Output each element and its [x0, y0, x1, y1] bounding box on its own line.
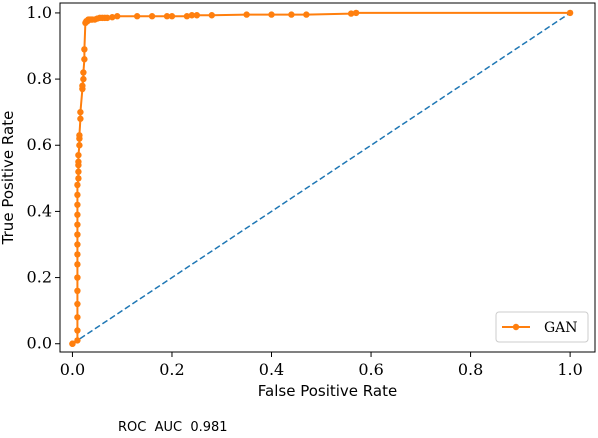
y-tick-label: 0.2 [27, 268, 52, 287]
data-point [76, 142, 83, 149]
data-point [74, 211, 81, 218]
data-point [79, 82, 86, 89]
data-point [347, 10, 355, 17]
data-point [188, 12, 196, 19]
data-point [74, 314, 81, 321]
y-tick-label: 1.0 [27, 3, 52, 22]
legend-marker-gan [512, 323, 520, 331]
y-tick-label: 0.4 [27, 201, 52, 220]
data-point [74, 231, 81, 238]
data-point [74, 327, 81, 334]
data-point [74, 241, 81, 248]
data-point [243, 11, 250, 18]
data-point [183, 13, 191, 20]
legend-box [495, 311, 589, 343]
y-axis-ticks: 0.0 0.2 0.4 0.6 0.8 1.0 [27, 3, 60, 353]
data-point [148, 13, 156, 20]
data-point [104, 14, 111, 22]
x-tick-label: 0.2 [159, 360, 184, 379]
data-point [303, 11, 310, 18]
x-axis-title: False Positive Rate [258, 382, 397, 400]
plot-frame [59, 2, 596, 353]
data-point [80, 69, 87, 76]
data-point [75, 151, 82, 159]
data-point [81, 56, 88, 63]
x-tick-label: 1.0 [557, 360, 582, 379]
data-point [74, 201, 81, 208]
data-point [77, 108, 84, 116]
data-point [114, 13, 121, 20]
legend: GAN [495, 311, 589, 343]
data-point [74, 287, 81, 295]
data-point [74, 221, 81, 228]
data-point [352, 9, 360, 17]
data-point [74, 251, 81, 258]
data-point [74, 274, 81, 281]
x-tick-label: 0.4 [259, 360, 284, 379]
data-point [193, 12, 201, 19]
plot-content [69, 9, 574, 347]
data-point [168, 13, 176, 20]
data-point [75, 168, 82, 175]
x-tick-label: 0.8 [458, 360, 483, 379]
data-point [77, 115, 84, 122]
data-point [76, 132, 83, 139]
y-tick-label: 0.0 [27, 334, 52, 353]
data-point [74, 300, 81, 308]
data-point [566, 9, 574, 17]
data-point [80, 75, 87, 83]
chance-diagonal-line [72, 12, 571, 345]
data-point [163, 13, 171, 20]
data-point [109, 14, 116, 21]
y-axis-title: True Positive Rate [0, 111, 17, 246]
y-tick-label: 0.6 [27, 135, 52, 154]
data-point [74, 191, 81, 199]
y-tick-label: 0.8 [27, 69, 52, 88]
data-point [133, 13, 141, 20]
data-point [69, 340, 76, 347]
data-point [75, 158, 82, 165]
x-tick-label: 0.0 [60, 360, 85, 379]
roc-auc-caption: ROC AUC 0.981 [118, 420, 228, 435]
x-tick-label: 0.6 [358, 360, 383, 379]
data-point [74, 181, 81, 189]
data-point [268, 11, 275, 18]
data-point [75, 175, 82, 182]
x-axis-ticks: 0.0 0.2 0.4 0.6 0.8 1.0 [60, 352, 583, 379]
legend-label-gan: GAN [544, 320, 578, 336]
data-point [208, 12, 215, 19]
data-point [74, 261, 81, 268]
data-point [74, 337, 81, 344]
data-point [81, 46, 88, 53]
data-point [288, 11, 295, 18]
